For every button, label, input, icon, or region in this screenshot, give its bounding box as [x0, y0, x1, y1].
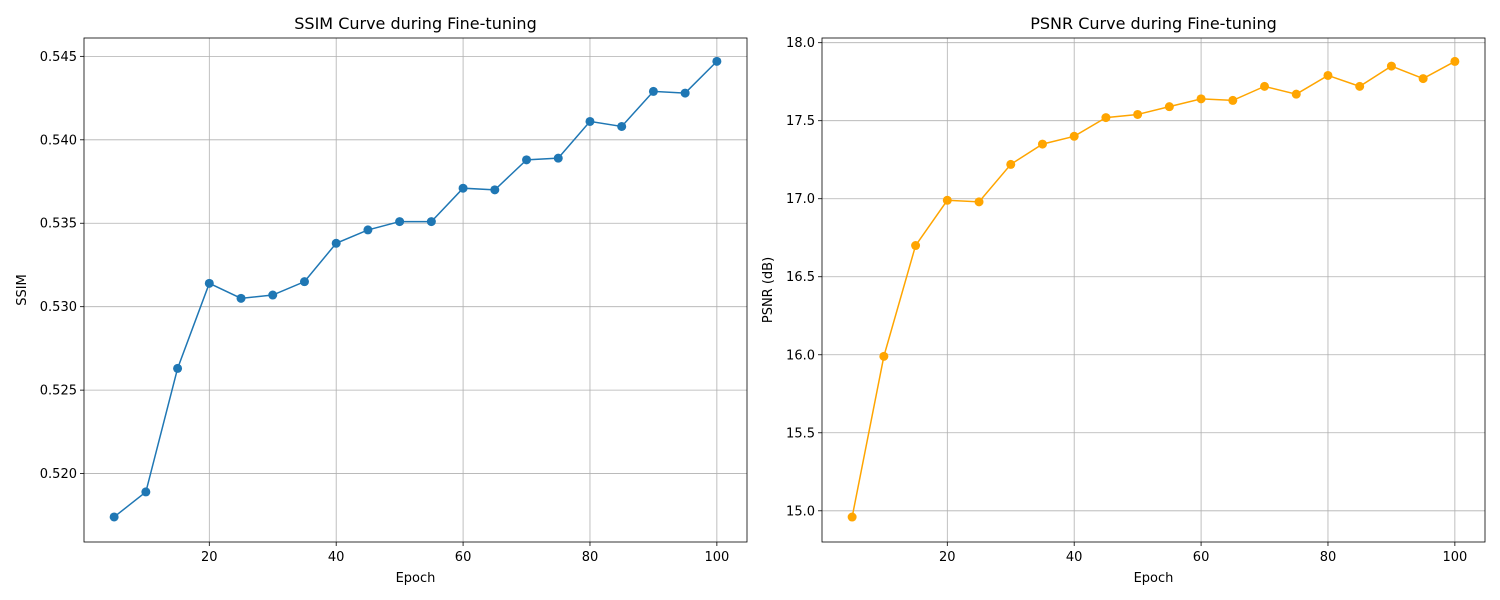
- psnr-x-tick-label: 60: [1193, 550, 1210, 565]
- ssim-gridlines: [84, 38, 747, 542]
- psnr-data-point: [1418, 74, 1428, 84]
- ssim-x-tick-label: 80: [582, 550, 599, 565]
- ssim-data-point: [395, 217, 405, 227]
- ssim-data-point: [617, 121, 627, 131]
- psnr-series: [847, 56, 1460, 522]
- ssim-data-point: [141, 487, 151, 497]
- psnr-data-point: [1450, 56, 1460, 66]
- psnr-data-point: [1196, 94, 1206, 104]
- psnr-y-axis-label: PSNR (dB): [761, 257, 776, 323]
- psnr-y-tick-label: 16.0: [786, 348, 815, 363]
- psnr-data-point: [1133, 109, 1143, 119]
- ssim-data-point: [522, 155, 532, 165]
- ssim-data-point: [648, 86, 658, 96]
- ssim-y-tick-label: 0.535: [40, 217, 77, 232]
- psnr-data-point: [1101, 113, 1111, 123]
- psnr-x-tick-label: 100: [1442, 550, 1467, 565]
- ssim-data-point: [680, 88, 690, 98]
- ssim-data-point: [363, 225, 373, 235]
- psnr-data-point: [1291, 89, 1301, 99]
- psnr-data-point: [1323, 70, 1333, 80]
- psnr-data-point: [1228, 95, 1238, 105]
- ssim-plot-frame: [83, 37, 748, 543]
- ssim-x-axis-label: Epoch: [396, 571, 436, 586]
- ssim-data-point: [331, 238, 341, 248]
- psnr-data-point: [1260, 81, 1270, 91]
- ssim-y-tick-label: 0.530: [40, 300, 77, 315]
- psnr-y-tick-label: 18.0: [786, 36, 815, 51]
- psnr-y-tick-label: 15.5: [786, 426, 815, 441]
- ssim-y-tick-label: 0.525: [40, 384, 77, 399]
- ssim-y-tick-label: 0.545: [40, 50, 77, 65]
- ssim-data-point: [173, 363, 183, 373]
- psnr-data-point: [847, 512, 857, 522]
- ssim-data-point: [109, 512, 119, 522]
- psnr-data-point: [911, 241, 921, 251]
- psnr-data-point: [1037, 139, 1047, 149]
- psnr-x-tick-label: 20: [939, 550, 956, 565]
- ssim-chart-title: SSIM Curve during Fine-tuning: [294, 14, 536, 33]
- ssim-series-line: [113, 60, 718, 518]
- psnr-data-point: [1069, 131, 1079, 141]
- ssim-chart: SSIM Curve during Fine-tuning 20 40 60 80 10…: [15, 14, 748, 586]
- psnr-x-tick-label: 80: [1320, 550, 1337, 565]
- psnr-y-tick-label: 16.5: [786, 270, 815, 285]
- psnr-data-point: [974, 197, 984, 207]
- ssim-x-tick-label: 60: [455, 550, 472, 565]
- psnr-data-point: [1164, 102, 1174, 112]
- ssim-data-point: [268, 290, 278, 300]
- ssim-x-tick-label: 100: [704, 550, 729, 565]
- psnr-y-tick-label: 15.0: [786, 504, 815, 519]
- ssim-data-point: [712, 56, 722, 66]
- ssim-y-axis-label: SSIM: [15, 274, 30, 306]
- psnr-data-point: [942, 195, 952, 205]
- psnr-chart-title: PSNR Curve during Fine-tuning: [1030, 14, 1277, 33]
- ssim-series: [109, 56, 722, 522]
- ssim-axis-ticks: 20 40 60 80 100 0.520 0.525 0.530 0.535 0.540 0.54…: [40, 50, 729, 565]
- psnr-data-point: [1386, 61, 1396, 71]
- psnr-axis-ticks: 20 40 60 80 100 15.0 15.5 16.0 16.5 17.0 17.5 18.0: [786, 36, 1467, 565]
- ssim-x-tick-label: 40: [328, 550, 345, 565]
- ssim-data-point: [299, 277, 309, 287]
- psnr-x-tick-label: 40: [1066, 550, 1083, 565]
- ssim-data-point: [204, 278, 214, 288]
- psnr-data-point: [1006, 159, 1016, 169]
- ssim-y-tick-label: 0.540: [40, 133, 77, 148]
- ssim-data-point: [585, 116, 595, 126]
- ssim-x-tick-label: 20: [201, 550, 218, 565]
- psnr-y-tick-label: 17.5: [786, 114, 815, 129]
- ssim-data-point: [553, 153, 563, 163]
- psnr-series-line: [851, 60, 1456, 518]
- psnr-chart: PSNR Curve during Fine-tuning 20 40 60 80 10…: [761, 14, 1486, 586]
- psnr-y-tick-label: 17.0: [786, 192, 815, 207]
- ssim-y-tick-label: 0.520: [40, 467, 77, 482]
- ssim-data-point: [236, 293, 246, 303]
- ssim-data-point: [426, 217, 436, 227]
- psnr-plot-frame: [821, 37, 1486, 543]
- psnr-x-axis-label: Epoch: [1134, 571, 1174, 586]
- ssim-data-point: [490, 185, 500, 195]
- psnr-gridlines: [822, 38, 1485, 542]
- psnr-data-point: [879, 351, 889, 361]
- ssim-data-point: [458, 183, 468, 193]
- psnr-data-point: [1355, 81, 1365, 91]
